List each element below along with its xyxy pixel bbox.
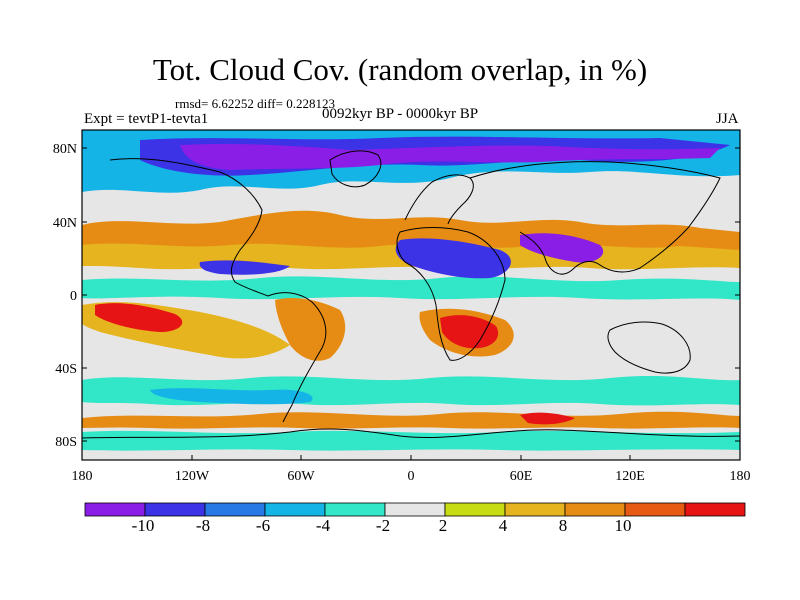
colorbar-segment <box>624 502 686 517</box>
colorbar-segment <box>144 502 206 517</box>
lon-label: 60W <box>287 469 315 484</box>
coastline-north-america <box>109 158 269 297</box>
south-america-increase <box>275 298 346 361</box>
lat-label: 80N <box>53 142 77 157</box>
stats-label: rmsd= 6.62252 diff= 0.228123 <box>175 96 335 111</box>
arctic-very-strong-decrease <box>180 143 720 170</box>
colorbar-segment <box>684 502 746 517</box>
ticks <box>81 147 741 460</box>
africa-very-strong-decrease <box>520 233 604 263</box>
antarctic-increase-band <box>82 411 740 429</box>
lon-label: 180 <box>72 469 93 484</box>
colorbar-label: -4 <box>316 516 331 535</box>
africa-strong-decrease <box>395 238 511 279</box>
southern-ocean-weak-decrease <box>150 388 313 405</box>
experiment-label: Expt = tevtP1-tevta1 <box>84 111 209 127</box>
lon-label: 0 <box>408 469 415 484</box>
coastline-africa <box>396 227 506 361</box>
antarctic-strong-increase <box>520 412 575 425</box>
colorbar-segment <box>564 502 626 517</box>
colorbar-segment <box>384 502 446 517</box>
colorbar-label: 10 <box>615 516 632 535</box>
colorbar-segment <box>84 502 146 517</box>
coastline-australia <box>607 321 691 374</box>
lat-label: 40N <box>53 216 77 231</box>
coastline-antarctica <box>82 428 740 439</box>
lat-label: 80S <box>55 435 77 450</box>
colorbar-label: -6 <box>256 516 270 535</box>
coastline-greenland <box>329 150 382 188</box>
tropical-decrease-region <box>82 276 740 300</box>
lon-label: 60E <box>510 469 533 484</box>
colorbar-segment <box>444 502 506 517</box>
colorbar-segment <box>324 502 386 517</box>
season-label: JJA <box>716 111 739 127</box>
colorbar-labels: -10 -8 -6 -4 -2 2 4 8 10 <box>132 516 632 535</box>
colorbar-label: 8 <box>559 516 568 535</box>
coastline-asia <box>469 161 721 275</box>
colorbar-label: -2 <box>376 516 390 535</box>
lat-label: 0 <box>70 289 77 304</box>
southern-pacific-strong-increase <box>95 303 183 332</box>
lon-label: 120W <box>175 469 210 484</box>
colorbar-segment <box>264 502 326 517</box>
lon-label: 120E <box>615 469 645 484</box>
south-africa-strong-increase <box>440 315 499 349</box>
map-panel <box>81 129 741 461</box>
colorbar-segment <box>204 502 266 517</box>
colorbar <box>84 502 746 517</box>
plot-title: Tot. Cloud Cov. (random overlap, in %) <box>152 52 648 87</box>
lat-axis-labels: 80N 40N 0 40S 80S <box>53 142 77 450</box>
period-label: 0092kyr BP - 0000kyr BP <box>322 106 479 122</box>
colorbar-label: 4 <box>499 516 508 535</box>
tropical-strong-decrease <box>199 260 290 275</box>
lon-label: 180 <box>730 469 751 484</box>
colorbar-label: -8 <box>196 516 210 535</box>
lon-axis-labels: 180 120W 60W 0 60E 120E 180 <box>72 469 751 484</box>
coastline-south-america <box>267 292 327 423</box>
coastlines <box>82 150 740 439</box>
colorbar-label: 2 <box>439 516 448 535</box>
colorbar-label: -10 <box>132 516 155 535</box>
lat-label: 40S <box>55 362 77 377</box>
colorbar-segment <box>504 502 566 517</box>
